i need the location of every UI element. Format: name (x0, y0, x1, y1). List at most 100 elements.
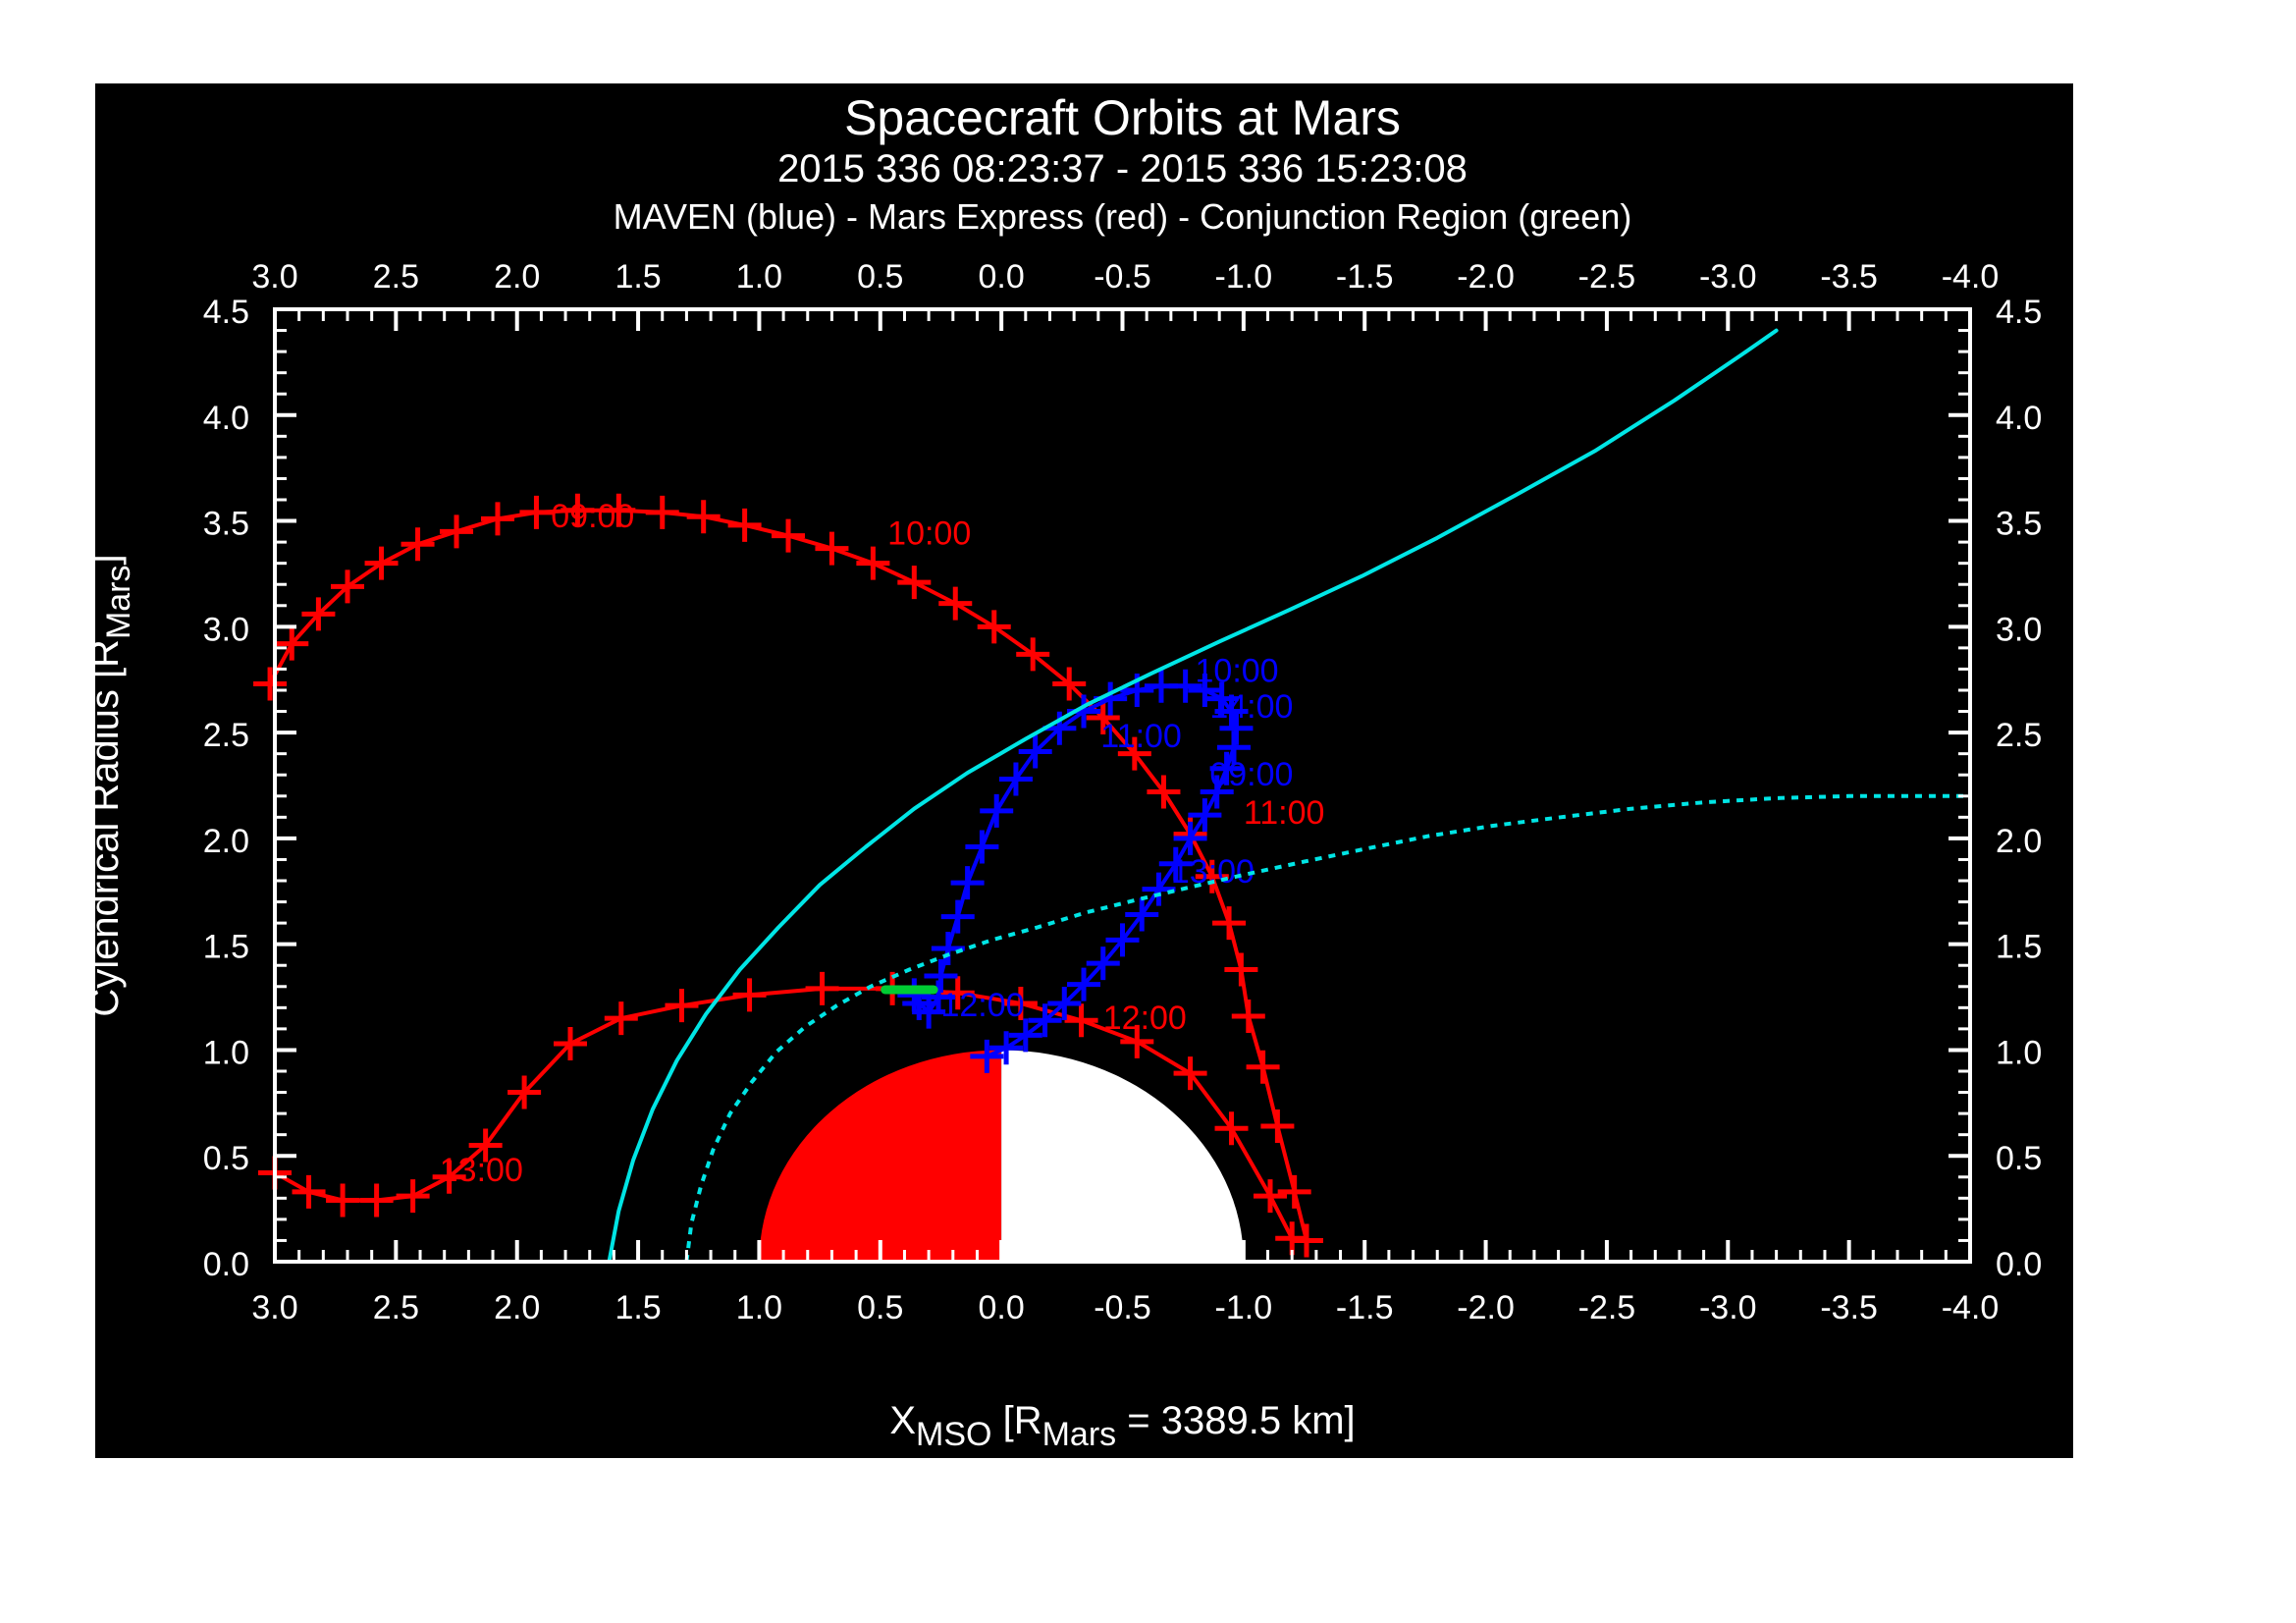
marker-plus (1125, 897, 1159, 932)
x-tick-label-top: -4.0 (1942, 258, 2000, 296)
y-tick-label-right: 4.0 (1996, 400, 2042, 437)
marker-plus (732, 978, 767, 1012)
marker-plus (1275, 1221, 1309, 1256)
time-label: 10:00 (887, 514, 971, 552)
y-tick-label-right: 0.0 (1996, 1246, 2042, 1283)
x-tick-label-top: -2.5 (1578, 258, 1636, 296)
x-tick-label: -2.5 (1578, 1289, 1636, 1326)
x-axis-label: XMSO [RMars = 3389.5 km] (889, 1399, 1355, 1453)
marker-plus (1158, 846, 1193, 881)
marker-plus (1142, 872, 1176, 906)
y-tick-label-right: 2.5 (1996, 717, 2042, 754)
x-tick-label-top: 1.0 (736, 258, 782, 296)
x-tick-label-top: 0.5 (857, 258, 903, 296)
mars-nightside (1001, 1050, 1244, 1262)
marker-plus (1120, 1024, 1154, 1058)
time-label: 13:00 (1171, 853, 1255, 891)
marker-plus (1188, 674, 1222, 707)
marker-plus (1173, 821, 1207, 855)
time-label: 14:00 (1209, 688, 1293, 726)
x-tick-label-top: 2.5 (373, 258, 419, 296)
marker-plus (998, 762, 1033, 796)
x-tick-label: 1.0 (736, 1289, 782, 1326)
marker-plus (1212, 906, 1247, 941)
marker-plus (977, 610, 1011, 644)
time-label: 11:00 (1100, 718, 1182, 755)
marker-plus (507, 1075, 542, 1109)
y-tick-label-right: 3.0 (1996, 611, 2042, 648)
marker-plus (1216, 730, 1251, 765)
marker-plus (1052, 667, 1087, 701)
marker-plus (1277, 1174, 1311, 1209)
marker-plus (1214, 694, 1249, 729)
marker-plus (326, 1183, 360, 1217)
marker-plus (1064, 1003, 1098, 1038)
marker-plus (856, 546, 890, 580)
marker-plus (553, 1026, 587, 1060)
x-tick-label-top: -3.0 (1699, 258, 1757, 296)
x-tick-label: 2.0 (494, 1289, 540, 1326)
plot-panel: Spacecraft Orbits at Mars 2015 336 08:23:… (95, 83, 2073, 1458)
mars-dayside (759, 1050, 1002, 1262)
y-tick-label-right: 1.5 (1996, 929, 2042, 966)
marker-plus (1188, 798, 1222, 833)
marker-plus (468, 1128, 503, 1163)
marker-plus (1117, 736, 1151, 771)
marker-plus (1224, 952, 1258, 987)
y-tick-label: 0.5 (203, 1140, 249, 1177)
y-tick-label: 4.0 (203, 400, 249, 437)
x-tick-label: 3.0 (251, 1289, 297, 1326)
x-tick-label: 1.5 (614, 1289, 661, 1326)
marker-plus (604, 1001, 638, 1036)
series-line-3 (607, 328, 1779, 1264)
y-tick-label: 0.0 (203, 1246, 249, 1283)
plot-title: Spacecraft Orbits at Mars (844, 90, 1401, 145)
marker-plus (1105, 923, 1140, 957)
x-tick-label: -1.5 (1336, 1289, 1394, 1326)
marker-plus (440, 514, 474, 549)
marker-plus (400, 527, 435, 562)
series-line-0 (268, 508, 1308, 1243)
marker-plus (1200, 775, 1234, 809)
marker-plus (772, 518, 806, 553)
marker-plus (1067, 967, 1101, 1001)
marker-plus (938, 586, 973, 621)
time-label: 12:00 (940, 987, 1024, 1024)
x-tick-label-top: -1.5 (1336, 258, 1394, 296)
marker-plus (645, 495, 679, 529)
x-tick-label-top: -1.0 (1215, 258, 1273, 296)
y-tick-label-right: 4.5 (1996, 294, 2042, 331)
marker-plus (359, 1183, 394, 1217)
marker-plus (1260, 1109, 1295, 1144)
x-tick-label-top: -0.5 (1094, 258, 1151, 296)
marker-plus (980, 793, 1014, 828)
y-tick-label: 2.5 (203, 717, 249, 754)
y-tick-label-right: 2.0 (1996, 823, 2042, 860)
marker-plus (364, 546, 399, 580)
marker-plus (965, 830, 999, 864)
marker-plus (480, 502, 514, 536)
y-tick-label-right: 3.5 (1996, 506, 2042, 543)
x-tick-label-top: -3.5 (1820, 258, 1878, 296)
marker-plus (950, 866, 985, 900)
marker-plus (253, 667, 288, 701)
marker-plus (665, 989, 699, 1023)
marker-plus (727, 508, 762, 542)
time-label: 11:00 (1244, 794, 1325, 832)
marker-plus (396, 1179, 430, 1214)
x-tick-label: -3.5 (1820, 1289, 1878, 1326)
marker-plus (940, 976, 975, 1010)
marker-plus (1028, 1003, 1062, 1038)
y-tick-label: 1.0 (203, 1034, 249, 1071)
marker-plus (1246, 1050, 1280, 1084)
y-axis-label: Cylendrical Radius [RMars] (95, 554, 137, 1016)
marker-plus (815, 531, 849, 566)
marker-plus (1173, 1056, 1207, 1091)
marker-plus (805, 971, 839, 1005)
marker-plus (301, 597, 336, 631)
marker-plus (989, 1031, 1024, 1065)
marker-plus (1018, 734, 1052, 769)
x-tick-label: 2.5 (373, 1289, 419, 1326)
y-tick-label: 4.5 (203, 294, 249, 331)
